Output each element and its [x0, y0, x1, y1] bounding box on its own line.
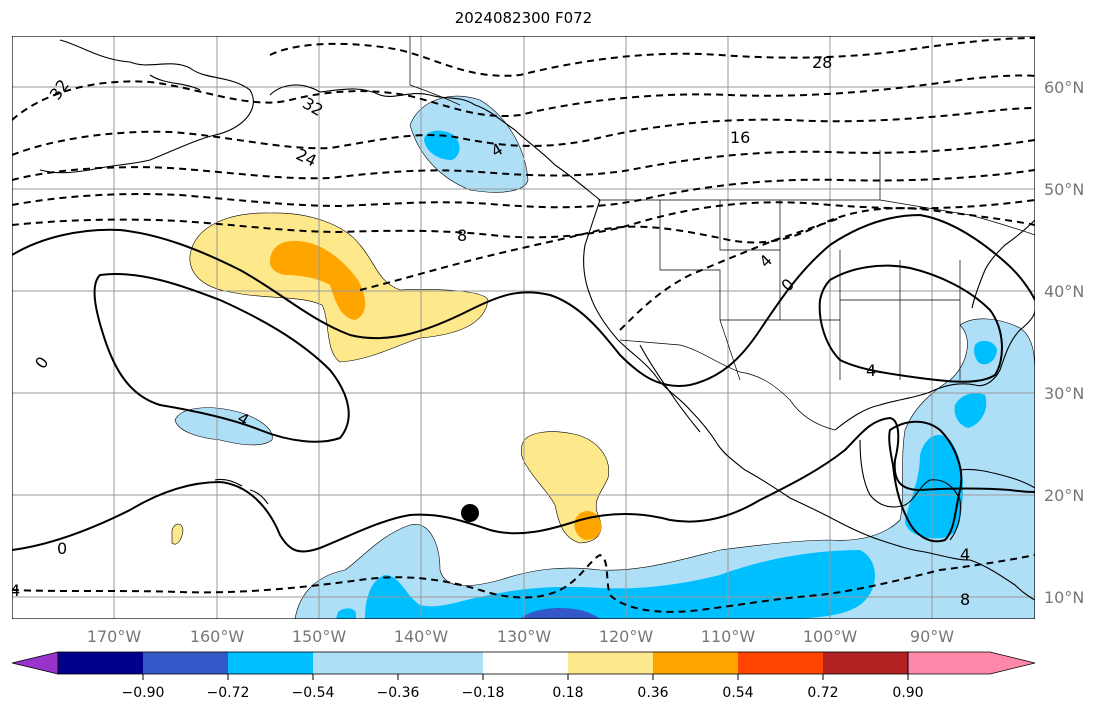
cb-label-8: 0.54 [722, 685, 753, 701]
contour-dashed-6 [12, 199, 1035, 239]
contour-label-4-caribbean: 4 [960, 545, 970, 564]
lon-label-110w: 110°W [701, 627, 756, 646]
colorbar-tick-marks [142, 674, 909, 680]
shade-neg3-tropical-band [520, 608, 600, 619]
contour-label-8-south: 8 [960, 590, 970, 609]
map-title: 2024082300 F072 [454, 9, 593, 27]
colorbar-tick-labels: −0.90 −0.72 −0.54 −0.36 −0.18 0.18 0.36 … [122, 685, 924, 701]
lon-label-150w: 150°W [292, 627, 347, 646]
colorbar-bin-9 [738, 652, 823, 674]
lat-label-60n: 60°N [1044, 78, 1084, 97]
border-states [659, 200, 961, 381]
shade-neg2-southeast [974, 340, 997, 365]
cb-label-4: −0.36 [377, 685, 420, 701]
contour-solid-0-south [12, 416, 1035, 553]
shade-pos2-east-pacific [574, 511, 602, 540]
coastline-baja [639, 344, 701, 433]
contour-dashed-8 [619, 217, 841, 331]
storm-position-marker [461, 504, 479, 522]
shade-neg2-tropical-band [365, 550, 875, 619]
lon-label-90w: 90°W [910, 627, 954, 646]
contour-label-28: 28 [812, 53, 832, 72]
cb-label-9: 0.72 [807, 685, 838, 701]
colorbar-bin-6 [483, 652, 568, 674]
shade-neg2-gulf-mexico [905, 435, 963, 539]
lat-label-50n: 50°N [1044, 180, 1084, 199]
colorbar-bin-3 [228, 652, 313, 674]
cb-label-1: −0.90 [122, 685, 165, 701]
colorbar: −0.90 −0.72 −0.54 −0.36 −0.18 0.18 0.36 … [11, 651, 1036, 701]
cb-label-5: −0.18 [462, 685, 505, 701]
coastline-cuba [959, 468, 1035, 489]
coastlines [39, 39, 1035, 601]
colorbar-bin-2 [143, 652, 228, 674]
contour-dashed-4 [12, 139, 1035, 181]
contour-lines [12, 37, 1035, 613]
cb-label-2: −0.72 [207, 685, 250, 701]
latitude-labels: 60°N 50°N 40°N 30°N 20°N 10°N [1044, 78, 1084, 607]
cb-label-7: 0.36 [637, 685, 668, 701]
contour-solid-4-loop [93, 273, 350, 443]
lon-label-130w: 130°W [497, 627, 552, 646]
contour-label-0-south: 0 [57, 539, 67, 558]
contour-dashed-5 [12, 169, 1035, 209]
coastline-west-north-america [583, 199, 1035, 601]
contour-dashed-7 [359, 207, 1035, 291]
colorbar-bin-4 [313, 652, 398, 674]
contour-solid-gulf-loop [888, 420, 963, 543]
coastline-hawaii [214, 478, 269, 505]
map-panel: 32 32 28 24 16 8 4 0 0 4 4 0 4 4 8 4 [10, 36, 1035, 619]
lat-label-40n: 40°N [1044, 282, 1084, 301]
shade-neg-gulf-alaska [409, 95, 529, 193]
cb-label-10: 0.90 [892, 685, 923, 701]
contour-solid-0-north [12, 213, 1035, 387]
shade-neg2-gulf-alaska [424, 130, 460, 160]
gridlines [12, 36, 1035, 619]
contour-solid-southeast-loop [818, 264, 1003, 383]
colorbar-bin-5b [398, 652, 483, 674]
contour-label-4-southwest: 4 [10, 581, 20, 600]
lon-label-160w: 160°W [190, 627, 245, 646]
contour-dashed-1 [269, 37, 1035, 77]
shade-pos-small-island [171, 523, 184, 545]
border-us-mexico [619, 339, 836, 431]
contour-dashed-2 [12, 74, 1035, 121]
shaded-anomalies [171, 95, 1035, 619]
cb-label-6: 0.18 [552, 685, 583, 701]
colorbar-extend-left [11, 651, 59, 675]
lat-label-20n: 20°N [1044, 486, 1084, 505]
cb-label-3: −0.54 [292, 685, 335, 701]
shade-neg2-small-east-pacific [336, 608, 356, 619]
coastline-east-us [971, 219, 1035, 309]
contour-label-8-north: 8 [457, 226, 467, 245]
contour-label-4-southeast: 4 [866, 361, 876, 380]
colorbar-bin-1 [58, 652, 143, 674]
colorbar-bin-8 [653, 652, 738, 674]
borders [409, 36, 1035, 431]
colorbar-extend-right [907, 651, 1036, 675]
contour-label-16: 16 [730, 128, 750, 147]
shade-neg-central-pacific [174, 407, 273, 446]
coastline-gulf-of-mexico [834, 309, 1035, 541]
longitude-labels: 170°W 160°W 150°W 140°W 130°W 120°W 110°… [87, 627, 954, 646]
shade-neg2-gulf-coast [954, 393, 987, 428]
colorbar-bin-7 [568, 652, 653, 674]
lon-label-120w: 120°W [599, 627, 654, 646]
lat-label-30n: 30°N [1044, 384, 1084, 403]
border-alaska-canada [409, 36, 461, 106]
lon-label-170w: 170°W [87, 627, 142, 646]
lat-label-10n: 10°N [1044, 588, 1084, 607]
shade-pos2-north-pacific [270, 240, 366, 320]
lon-label-140w: 140°W [394, 627, 449, 646]
contour-dashed-3 [12, 107, 1035, 156]
lon-label-100w: 100°W [803, 627, 858, 646]
colorbar-bin-10 [823, 652, 908, 674]
